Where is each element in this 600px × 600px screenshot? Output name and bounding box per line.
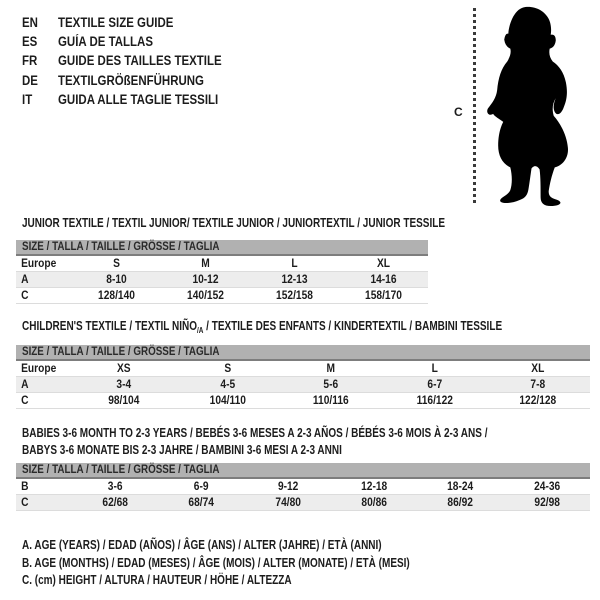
language-code: EN: [22, 15, 38, 30]
language-title: TEXTILE SIZE GUIDE: [58, 15, 174, 30]
toddler-silhouette-icon: [487, 6, 568, 207]
table-row-height-cm: C 128/140 140/152 152/158 158/170: [16, 288, 428, 304]
subscript-a: /A: [196, 326, 204, 335]
row-label: C: [21, 495, 29, 509]
table-row-age-years: A 8-10 10-12 12-13 14-16: [16, 272, 428, 288]
height-cell: 152/158: [276, 288, 313, 302]
children-size-table: SIZE / TALLA / TAILLE / GRÖSSE / TAGLIA …: [16, 345, 590, 409]
language-title: TEXTILGRÖßENFÜHRUNG: [58, 72, 204, 88]
height-cell: 140/152: [187, 288, 224, 302]
height-cell: 86/92: [447, 495, 474, 509]
language-title: GUIDE DES TAILLES TEXTILE: [58, 53, 222, 69]
height-cell: 110/116: [313, 393, 349, 407]
age-cell: 5-6: [323, 377, 339, 391]
language-code: IT: [22, 91, 33, 107]
age-cell: 6-9: [194, 479, 209, 493]
table-row-height-cm: C 62/68 68/74 74/80 80/86 86/92 92/98: [16, 495, 590, 511]
size-cell: XL: [531, 361, 545, 375]
height-measure-line: [473, 8, 476, 206]
row-label: C: [21, 288, 29, 302]
language-list: EN TEXTILE SIZE GUIDE ES GUÍA DE TALLAS FR…: [22, 13, 251, 109]
legend-row-b: B. AGE (MONTHS) / EDAD (MESES) / ÂGE (MO…: [22, 555, 410, 570]
row-label: Europe: [21, 361, 57, 375]
height-cell: 62/68: [102, 495, 128, 509]
age-cell: 3-6: [107, 479, 123, 493]
age-cell: 14-16: [370, 272, 397, 286]
legend-row-c: C. (cm) HEIGHT / ALTURA / HAUTEUR / HÖHE…: [22, 573, 292, 588]
language-row-de: DE TEXTILGRÖßENFÜHRUNG: [22, 71, 251, 90]
age-cell: 7-8: [530, 377, 546, 391]
age-cell: 8-10: [106, 272, 127, 286]
language-code: FR: [22, 53, 38, 69]
language-code: ES: [22, 34, 38, 50]
height-cell: 68/74: [188, 495, 215, 509]
age-cell: 4-5: [220, 377, 235, 391]
size-header-bar: SIZE / TALLA / TAILLE / GRÖSSE / TAGLIA: [16, 240, 428, 256]
legend: A. AGE (YEARS) / EDAD (AÑOS) / ÂGE (ANS)…: [22, 537, 507, 590]
table-row-height-cm: C 98/104 104/110 110/116 116/122 122/128: [16, 393, 590, 409]
junior-table-title: JUNIOR TEXTILE / TEXTIL JUNIOR/ TEXTILE …: [22, 216, 446, 230]
language-row-it: IT GUIDA ALLE TAGLIE TESSILI: [22, 90, 251, 109]
babies-table-title: BABIES 3-6 MONTH TO 2-3 YEARS / BEBÉS 3-…: [22, 426, 488, 457]
height-cell: 128/140: [98, 288, 135, 302]
row-label: A: [21, 272, 29, 286]
size-cell: S: [223, 361, 231, 375]
height-cell: 104/110: [209, 393, 246, 407]
babies-size-table: SIZE / TALLA / TAILLE / GRÖSSE / TAGLIA …: [16, 463, 590, 511]
age-cell: 18-24: [447, 479, 474, 493]
height-measure-label: C: [454, 105, 463, 119]
row-label: B: [21, 479, 29, 493]
age-cell: 12-13: [281, 272, 308, 286]
size-cell: L: [431, 361, 438, 375]
size-header-bar: SIZE / TALLA / TAILLE / GRÖSSE / TAGLIA: [16, 345, 590, 361]
height-cell: 80/86: [361, 495, 387, 509]
age-cell: 6-7: [427, 377, 442, 391]
language-code: DE: [22, 72, 38, 88]
height-cell: 122/128: [519, 393, 557, 407]
language-row-es: ES GUÍA DE TALLAS: [22, 32, 251, 51]
size-cell: XS: [116, 361, 131, 375]
row-label: Europe: [21, 256, 57, 270]
height-cell: 98/104: [108, 393, 140, 407]
table-row-age-months: B 3-6 6-9 9-12 12-18 18-24 24-36: [16, 479, 590, 495]
row-label: A: [21, 377, 29, 391]
language-title: GUÍA DE TALLAS: [58, 34, 153, 50]
height-cell: 158/170: [365, 288, 402, 302]
height-cell: 92/98: [534, 495, 560, 509]
size-header-bar: SIZE / TALLA / TAILLE / GRÖSSE / TAGLIA: [16, 463, 590, 479]
language-row-fr: FR GUIDE DES TAILLES TEXTILE: [22, 51, 251, 70]
language-row-en: EN TEXTILE SIZE GUIDE: [22, 13, 251, 32]
size-cell: S: [113, 256, 120, 270]
height-cell: 74/80: [275, 495, 301, 509]
height-cell: 116/122: [416, 393, 453, 407]
table-row-europe: Europe S M L XL: [16, 256, 428, 272]
age-cell: 10-12: [192, 272, 219, 286]
age-cell: 3-4: [116, 377, 132, 391]
language-title: GUIDA ALLE TAGLIE TESSILI: [58, 91, 219, 107]
legend-row-a: A. AGE (YEARS) / EDAD (AÑOS) / ÂGE (ANS)…: [22, 538, 382, 552]
age-cell: 24-36: [533, 479, 560, 493]
age-cell: 9-12: [277, 479, 299, 493]
table-row-age-years: A 3-4 4-5 5-6 6-7 7-8: [16, 377, 590, 393]
size-cell: L: [291, 256, 298, 270]
size-cell: M: [201, 256, 210, 270]
size-cell: M: [326, 361, 336, 375]
age-cell: 12-18: [361, 479, 388, 493]
junior-size-table: SIZE / TALLA / TAILLE / GRÖSSE / TAGLIA …: [16, 240, 428, 304]
children-table-title: CHILDREN'S TEXTILE / TEXTIL NIÑO/A / TEX…: [22, 319, 503, 335]
size-cell: XL: [376, 256, 391, 270]
table-row-europe: Europe XS S M L XL: [16, 361, 590, 377]
row-label: C: [21, 393, 29, 407]
